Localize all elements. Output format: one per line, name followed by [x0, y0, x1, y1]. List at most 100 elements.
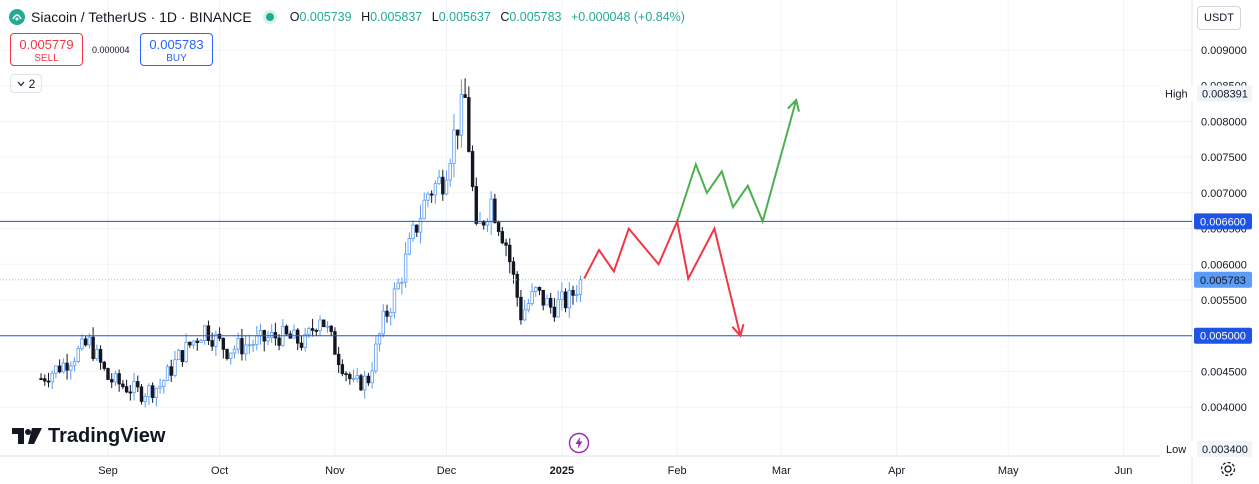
gear-icon[interactable]	[1219, 460, 1237, 478]
candle	[95, 349, 99, 360]
candle	[255, 335, 259, 346]
candle	[362, 375, 367, 391]
x-tick-label: Feb	[668, 465, 687, 477]
candle	[128, 391, 133, 394]
candle	[72, 361, 77, 367]
level-price-label: 0.006600	[1200, 216, 1246, 228]
buy-button[interactable]: 0.005783 BUY	[140, 33, 213, 66]
candle	[441, 176, 445, 195]
symbol-title[interactable]: Siacoin / TetherUS · 1D · BINANCE	[31, 9, 252, 25]
currency-button[interactable]: USDT	[1197, 6, 1241, 30]
candle	[98, 349, 103, 363]
candle	[470, 151, 475, 187]
candle	[243, 344, 248, 355]
candle	[113, 373, 118, 383]
candle	[467, 97, 471, 152]
candle	[150, 385, 155, 398]
candle	[455, 129, 460, 136]
candle	[489, 198, 493, 223]
candle	[162, 380, 166, 387]
candle	[173, 359, 177, 376]
candle	[240, 338, 244, 355]
candle	[429, 193, 434, 196]
x-tick-label: Apr	[888, 465, 905, 477]
candle	[258, 330, 263, 337]
candle	[407, 238, 412, 255]
candle	[377, 333, 382, 345]
low-value: 0.005637	[438, 10, 491, 24]
candle	[500, 231, 505, 244]
candle	[83, 338, 88, 346]
candle	[50, 372, 54, 383]
candle	[344, 373, 348, 375]
candle	[299, 342, 304, 348]
candle	[370, 370, 374, 384]
level-price-tag	[1194, 327, 1252, 344]
y-tick-label: 0.006000	[1201, 259, 1247, 271]
y-tick-label: 0.009000	[1201, 45, 1247, 57]
candle	[91, 336, 95, 360]
candle	[206, 325, 211, 342]
bullish-projection-path[interactable]	[676, 99, 798, 225]
x-tick-label: May	[998, 465, 1019, 477]
candle	[76, 348, 80, 362]
buy-label: BUY	[166, 53, 187, 64]
candle	[303, 333, 307, 348]
candle	[411, 224, 415, 239]
candle	[102, 361, 106, 369]
candle	[537, 286, 542, 291]
bearish-projection-path[interactable]	[583, 218, 742, 336]
high-label: High	[1165, 89, 1188, 101]
sell-button[interactable]: 0.005779 SELL	[10, 33, 83, 66]
candle	[165, 366, 170, 381]
candle	[448, 163, 452, 181]
candle	[359, 375, 363, 391]
low-value: 0.003400	[1202, 444, 1248, 456]
candle	[351, 378, 356, 380]
candle	[389, 311, 393, 317]
candle	[310, 328, 315, 331]
chevron-down-icon	[17, 81, 25, 86]
sell-price: 0.005779	[19, 37, 74, 52]
candle	[61, 362, 66, 373]
candle	[136, 381, 140, 388]
candle	[65, 362, 69, 371]
candle	[530, 291, 534, 305]
candle	[493, 198, 497, 223]
candle	[314, 329, 319, 332]
candle	[381, 310, 385, 335]
candle	[444, 179, 449, 195]
candle	[221, 337, 226, 350]
candle	[199, 340, 203, 343]
candle	[459, 94, 464, 136]
candle	[552, 306, 557, 318]
change-value: +0.000048 (+0.84%)	[570, 10, 685, 24]
candle	[433, 183, 438, 196]
candle	[318, 319, 322, 332]
candle	[229, 352, 233, 359]
candle	[556, 299, 560, 318]
candle	[463, 94, 467, 98]
candle	[106, 368, 110, 380]
candle	[54, 365, 58, 374]
candle	[571, 290, 575, 296]
bullish-arrowhead	[787, 97, 800, 112]
close-value: 0.005783	[509, 10, 562, 24]
candle	[415, 224, 419, 233]
candle	[322, 319, 326, 328]
buy-price: 0.005783	[149, 37, 204, 52]
market-status-dot	[265, 13, 274, 21]
high-value-box	[1197, 85, 1252, 102]
candle	[522, 309, 527, 321]
lightning-icon[interactable]	[568, 432, 590, 454]
tradingview-logo: TradingView	[12, 424, 165, 448]
candle	[575, 294, 579, 296]
candle	[519, 296, 523, 321]
indicators-toggle-button[interactable]: 2	[10, 74, 42, 93]
candle	[340, 364, 345, 374]
bearish-arrowhead	[731, 323, 745, 338]
candle	[560, 291, 564, 301]
candle	[139, 386, 144, 402]
candle	[563, 291, 568, 309]
